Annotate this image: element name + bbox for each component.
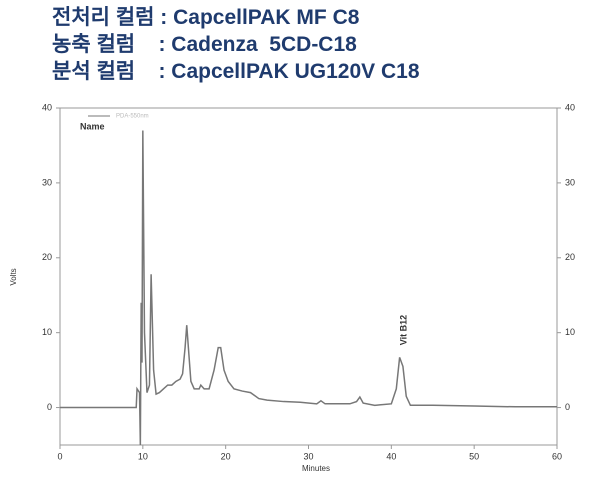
- trace: [60, 130, 557, 446]
- x-tick-label: 60: [552, 451, 562, 461]
- annotation: Name: [80, 121, 105, 131]
- y-tick-label: 20: [42, 252, 52, 262]
- y-tick-label: 0: [47, 402, 52, 412]
- y2-tick-label: 0: [565, 402, 570, 412]
- x-tick-label: 30: [303, 451, 313, 461]
- x-tick-label: 40: [386, 451, 396, 461]
- y2-tick-label: 20: [565, 252, 575, 262]
- header-line: 분석 컬럼 : CapcellPAK UG120V C18: [52, 60, 420, 83]
- header-line: 전처리 컬럼 : CapcellPAK MF C8: [52, 6, 360, 29]
- x-tick-label: 20: [221, 451, 231, 461]
- header-line: 농축 컬럼 : Cadenza 5CD-C18: [52, 33, 357, 56]
- legend-label: PDA-550nm: [116, 114, 149, 120]
- y2-tick-label: 30: [565, 177, 575, 187]
- y-axis-label: Volts: [9, 268, 18, 285]
- annotation: Vit B12: [398, 315, 408, 345]
- x-tick-label: 10: [138, 451, 148, 461]
- y2-tick-label: 10: [565, 327, 575, 337]
- x-tick-label: 0: [57, 451, 62, 461]
- y-tick-label: 10: [42, 327, 52, 337]
- y2-tick-label: 40: [565, 102, 575, 112]
- plot-frame: [59, 107, 558, 446]
- y-tick-label: 40: [42, 102, 52, 112]
- x-axis-label: Minutes: [302, 464, 330, 473]
- y-tick-label: 30: [42, 177, 52, 187]
- x-tick-label: 50: [469, 451, 479, 461]
